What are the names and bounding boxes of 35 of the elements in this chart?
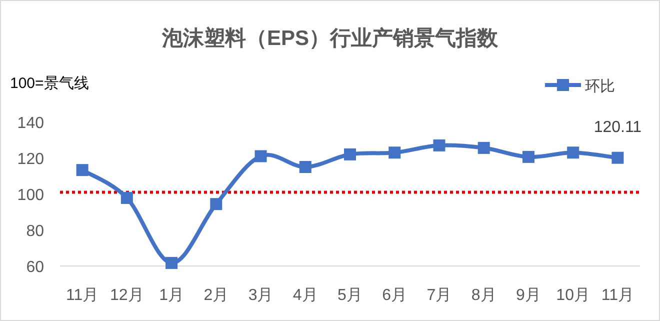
- point: [76, 164, 88, 176]
- point: [433, 139, 446, 152]
- legend-label: 环比: [585, 78, 615, 95]
- point: [388, 146, 401, 159]
- point: [120, 192, 133, 204]
- title: 泡沫塑料（EPS）行业产销景气指数: [162, 27, 498, 50]
- x-tick-label: 5月: [338, 287, 362, 304]
- point: [210, 198, 222, 210]
- y-tick-label: 80: [26, 223, 44, 240]
- point: [166, 256, 178, 269]
- y-tick-label: 100: [17, 187, 44, 204]
- x-tick-label: 8月: [471, 287, 496, 304]
- x-tick-label: 11月: [601, 287, 634, 304]
- annotation: 100=景气线: [10, 75, 89, 92]
- point: [254, 150, 267, 162]
- point: [567, 146, 580, 159]
- point: [344, 148, 356, 160]
- point: [299, 161, 312, 173]
- point: [612, 152, 624, 164]
- x-tick-label: 6月: [382, 287, 408, 304]
- x-tick-label: 10月: [556, 287, 590, 304]
- point: [478, 142, 490, 154]
- x-tick-label: 4月: [292, 287, 318, 304]
- x-tick-label: 9月: [516, 287, 541, 304]
- x-tick-label: 11月: [66, 287, 99, 304]
- x-tick-label: 7月: [426, 287, 452, 304]
- point: [522, 150, 534, 163]
- y-tick-label: 120: [17, 151, 44, 168]
- x-tick-label: 1月: [159, 287, 184, 304]
- y-tick-label: 140: [17, 115, 44, 132]
- y-tick-label: 60: [26, 259, 44, 276]
- x-tick-label: 2月: [204, 287, 229, 304]
- x-tick-label: 12月: [110, 287, 144, 304]
- x-tick-label: 3月: [248, 287, 274, 304]
- data-label: 120.11: [594, 118, 642, 136]
